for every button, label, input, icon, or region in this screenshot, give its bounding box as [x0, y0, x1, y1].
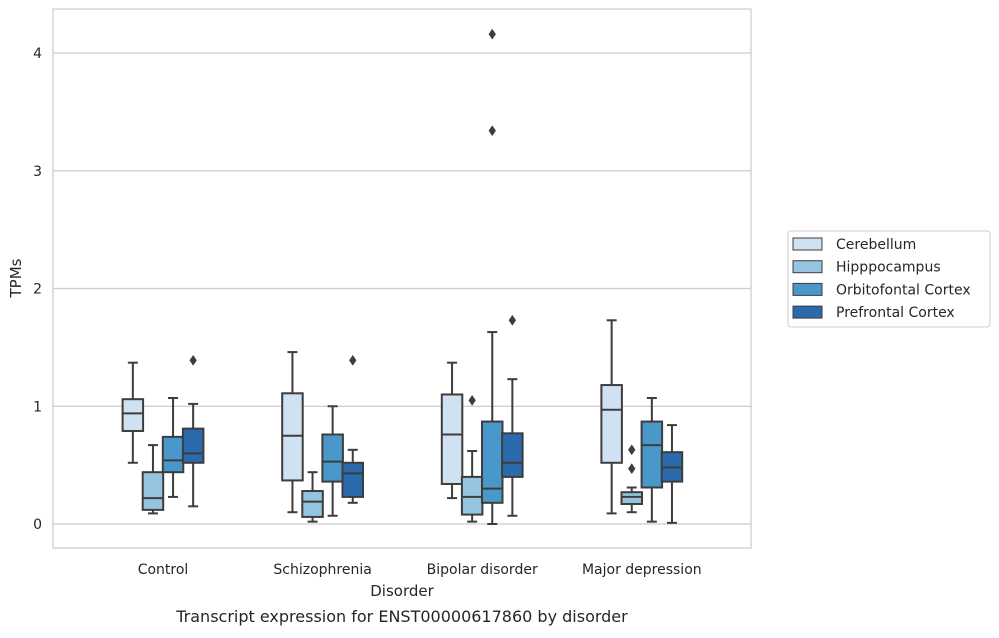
- chart-caption: Transcript expression for ENST0000061786…: [175, 607, 628, 626]
- legend-label: Hipppocampus: [836, 260, 941, 276]
- x-tick-label: Control: [138, 562, 189, 578]
- plot-frame: [52, 8, 752, 549]
- x-tick-label: Schizophrenia: [273, 562, 371, 578]
- iqr-box: [161, 435, 185, 474]
- grid-lines: [53, 52, 751, 525]
- box-group: [341, 354, 364, 504]
- iqr-box: [301, 490, 324, 518]
- x-tick-label: Bipolar disorder: [427, 562, 538, 578]
- legend-label: Cerebellum: [836, 237, 916, 253]
- iqr-box: [600, 384, 623, 464]
- iqr-box: [341, 461, 364, 498]
- legend-swatch: [792, 237, 823, 251]
- box-group: [660, 424, 684, 524]
- box-group: [281, 351, 304, 514]
- iqr-box: [321, 433, 344, 483]
- iqr-box: [281, 392, 304, 482]
- y-tick-label: 4: [33, 46, 42, 62]
- box-group: [440, 361, 464, 500]
- y-tick-label: 0: [33, 517, 42, 533]
- y-tick-label: 3: [33, 164, 42, 180]
- box-group: [321, 405, 344, 517]
- y-tick-label: 1: [33, 399, 42, 415]
- iqr-box: [460, 475, 484, 516]
- outlier-point: [468, 394, 476, 406]
- iqr-box: [620, 491, 643, 505]
- iqr-box: [141, 471, 165, 511]
- box-group: [620, 444, 643, 514]
- boxes: [121, 28, 684, 525]
- x-axis-label: Disorder: [370, 582, 434, 600]
- outlier-point: [628, 463, 636, 475]
- legend-swatch: [792, 282, 823, 296]
- x-tick-label: Major depression: [582, 562, 702, 578]
- iqr-box: [121, 398, 145, 432]
- legend-swatch: [792, 305, 823, 319]
- y-axis-label: TPMs: [7, 258, 25, 298]
- outlier-point: [349, 354, 357, 366]
- legend-label: Prefrontal Cortex: [836, 305, 955, 321]
- iqr-box: [181, 427, 205, 464]
- iqr-box: [501, 432, 524, 478]
- legend-label: Orbitofontal Cortex: [836, 282, 971, 298]
- outlier-point: [488, 125, 496, 137]
- outlier-point: [628, 444, 636, 456]
- outlier-point: [488, 28, 496, 40]
- box-group: [600, 319, 623, 515]
- box-group: [141, 444, 165, 515]
- iqr-box: [640, 420, 664, 489]
- legend-swatch: [792, 260, 823, 274]
- box-group: [161, 397, 185, 498]
- legend-frame: [787, 230, 991, 328]
- box-group: [301, 471, 324, 523]
- box-group: [501, 314, 524, 517]
- y-tick-label: 2: [33, 282, 42, 298]
- iqr-box: [440, 393, 464, 485]
- box-group: [481, 28, 504, 525]
- iqr-box: [481, 420, 504, 504]
- outlier-point: [189, 354, 197, 366]
- legend: Cerebellum Hipppocampus Orbitofontal Corte…: [787, 230, 991, 328]
- outlier-point: [508, 314, 517, 326]
- box-group: [460, 394, 484, 523]
- x-tick-labels: Control Schizophrenia Bipolar disorder Majo…: [138, 562, 702, 578]
- y-tick-labels: 0 1 2 3 4: [33, 46, 42, 533]
- box-group: [121, 361, 145, 464]
- box-group: [181, 354, 205, 508]
